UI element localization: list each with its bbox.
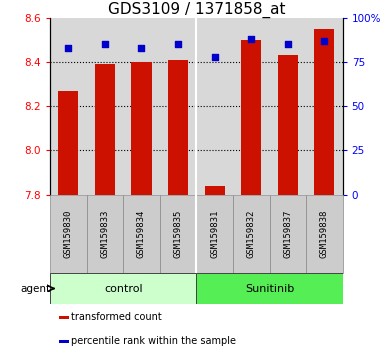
Bar — [87, 195, 123, 273]
Bar — [160, 195, 196, 273]
Bar — [123, 195, 160, 273]
Bar — [58, 91, 79, 195]
Bar — [59, 340, 69, 343]
Text: GSM159838: GSM159838 — [320, 210, 329, 258]
Point — [102, 41, 108, 47]
Bar — [50, 273, 196, 304]
Text: agent: agent — [20, 284, 50, 293]
Point — [321, 38, 327, 44]
Point — [285, 41, 291, 47]
Bar — [95, 64, 115, 195]
Bar — [168, 60, 188, 195]
Bar — [196, 273, 343, 304]
Text: GSM159834: GSM159834 — [137, 210, 146, 258]
Text: Sunitinib: Sunitinib — [245, 284, 294, 293]
Bar — [278, 55, 298, 195]
Bar — [306, 195, 343, 273]
Bar — [204, 186, 225, 195]
Bar — [131, 62, 152, 195]
Text: GSM159832: GSM159832 — [247, 210, 256, 258]
Point — [65, 45, 72, 51]
Point — [212, 54, 218, 59]
Point — [175, 41, 181, 47]
Text: transformed count: transformed count — [71, 312, 162, 322]
Text: GSM159833: GSM159833 — [100, 210, 109, 258]
Bar — [314, 29, 335, 195]
Bar — [270, 195, 306, 273]
Text: GSM159837: GSM159837 — [283, 210, 292, 258]
Title: GDS3109 / 1371858_at: GDS3109 / 1371858_at — [107, 1, 285, 18]
Text: GSM159835: GSM159835 — [174, 210, 182, 258]
Text: control: control — [104, 284, 142, 293]
Point — [248, 36, 254, 42]
Text: GSM159830: GSM159830 — [64, 210, 73, 258]
Bar — [59, 316, 69, 319]
Point — [139, 45, 145, 51]
Bar — [196, 195, 233, 273]
Bar — [233, 195, 270, 273]
Bar — [241, 40, 261, 195]
Bar — [50, 195, 87, 273]
Text: GSM159831: GSM159831 — [210, 210, 219, 258]
Text: percentile rank within the sample: percentile rank within the sample — [71, 336, 236, 346]
